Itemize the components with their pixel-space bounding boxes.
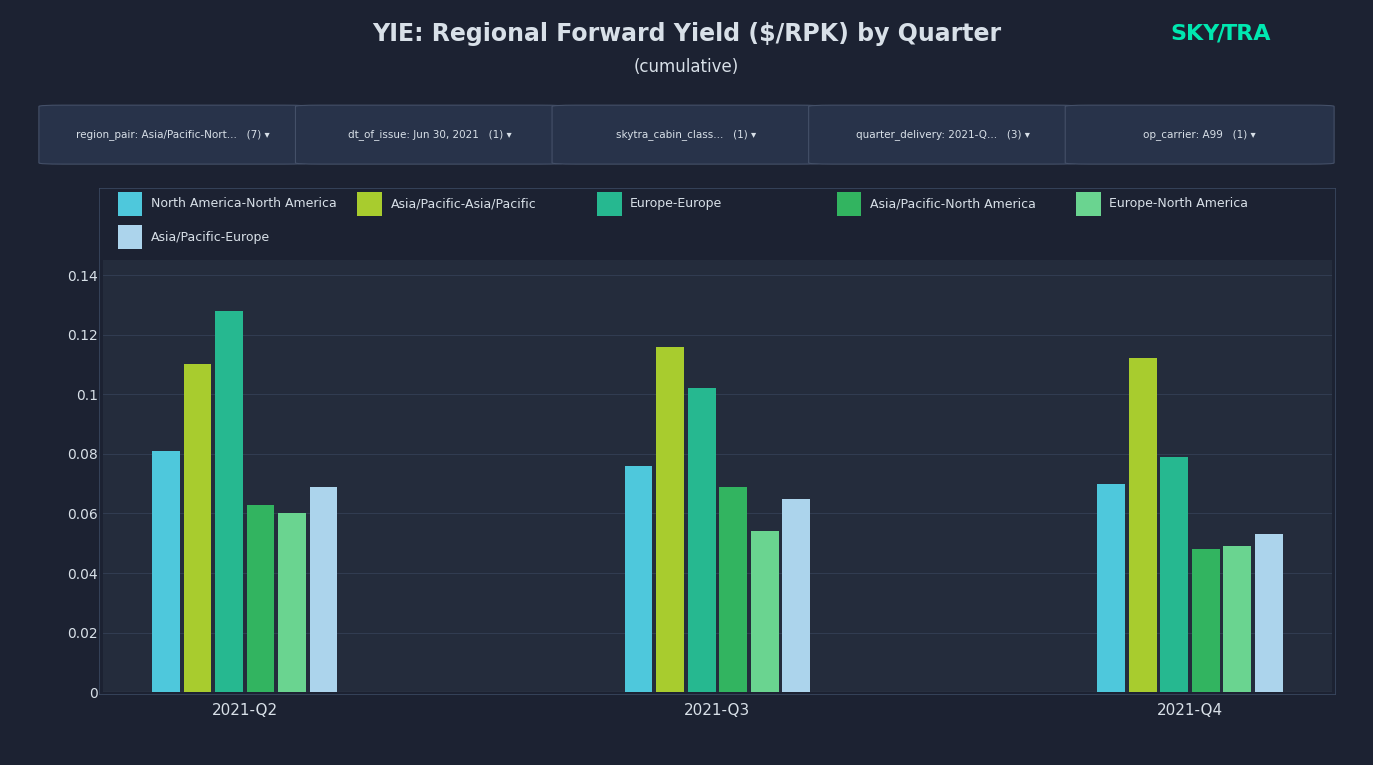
Bar bbox=[656, 347, 684, 692]
Bar bbox=[1192, 549, 1219, 692]
Text: quarter_delivery: 2021-Q...   (3) ▾: quarter_delivery: 2021-Q... (3) ▾ bbox=[857, 129, 1030, 140]
FancyBboxPatch shape bbox=[809, 105, 1078, 164]
Text: Europe-North America: Europe-North America bbox=[1109, 197, 1248, 210]
Bar bbox=[247, 505, 275, 692]
Bar bbox=[1076, 192, 1101, 216]
Text: skytra_cabin_class...   (1) ▾: skytra_cabin_class... (1) ▾ bbox=[616, 129, 757, 140]
FancyBboxPatch shape bbox=[1065, 105, 1335, 164]
Text: Europe-Europe: Europe-Europe bbox=[630, 197, 722, 210]
Text: Asia/Pacific-Asia/Pacific: Asia/Pacific-Asia/Pacific bbox=[390, 197, 537, 210]
Bar bbox=[118, 225, 143, 249]
Bar bbox=[216, 311, 243, 692]
Bar bbox=[597, 192, 622, 216]
Bar bbox=[719, 487, 747, 692]
Text: Asia/Pacific-North America: Asia/Pacific-North America bbox=[869, 197, 1035, 210]
Bar bbox=[152, 451, 180, 692]
Text: YIE: Regional Forward Yield ($/RPK) by Quarter: YIE: Regional Forward Yield ($/RPK) by Q… bbox=[372, 22, 1001, 47]
Bar bbox=[310, 487, 338, 692]
Text: SKY: SKY bbox=[1170, 24, 1219, 44]
Bar bbox=[118, 192, 143, 216]
Text: dt_of_issue: Jun 30, 2021   (1) ▾: dt_of_issue: Jun 30, 2021 (1) ▾ bbox=[347, 129, 512, 140]
Bar bbox=[625, 466, 652, 692]
Bar bbox=[751, 532, 778, 692]
FancyBboxPatch shape bbox=[38, 105, 308, 164]
Bar bbox=[184, 364, 211, 692]
Bar bbox=[1255, 534, 1282, 692]
Bar bbox=[1097, 483, 1124, 692]
Bar bbox=[357, 192, 382, 216]
Bar bbox=[1223, 546, 1251, 692]
FancyBboxPatch shape bbox=[552, 105, 821, 164]
Text: /: / bbox=[1216, 24, 1225, 44]
Text: TRA: TRA bbox=[1222, 24, 1271, 44]
FancyBboxPatch shape bbox=[295, 105, 564, 164]
Text: op_carrier: A99   (1) ▾: op_carrier: A99 (1) ▾ bbox=[1144, 129, 1256, 140]
Text: (cumulative): (cumulative) bbox=[634, 58, 739, 76]
Bar bbox=[783, 499, 810, 692]
Bar bbox=[1129, 359, 1156, 692]
Text: North America-North America: North America-North America bbox=[151, 197, 336, 210]
Text: region_pair: Asia/Pacific-Nort...   (7) ▾: region_pair: Asia/Pacific-Nort... (7) ▾ bbox=[77, 129, 270, 140]
Text: Asia/Pacific-Europe: Asia/Pacific-Europe bbox=[151, 230, 270, 243]
Bar bbox=[688, 389, 715, 692]
Bar bbox=[1160, 457, 1188, 692]
Bar bbox=[836, 192, 861, 216]
Bar bbox=[279, 513, 306, 692]
